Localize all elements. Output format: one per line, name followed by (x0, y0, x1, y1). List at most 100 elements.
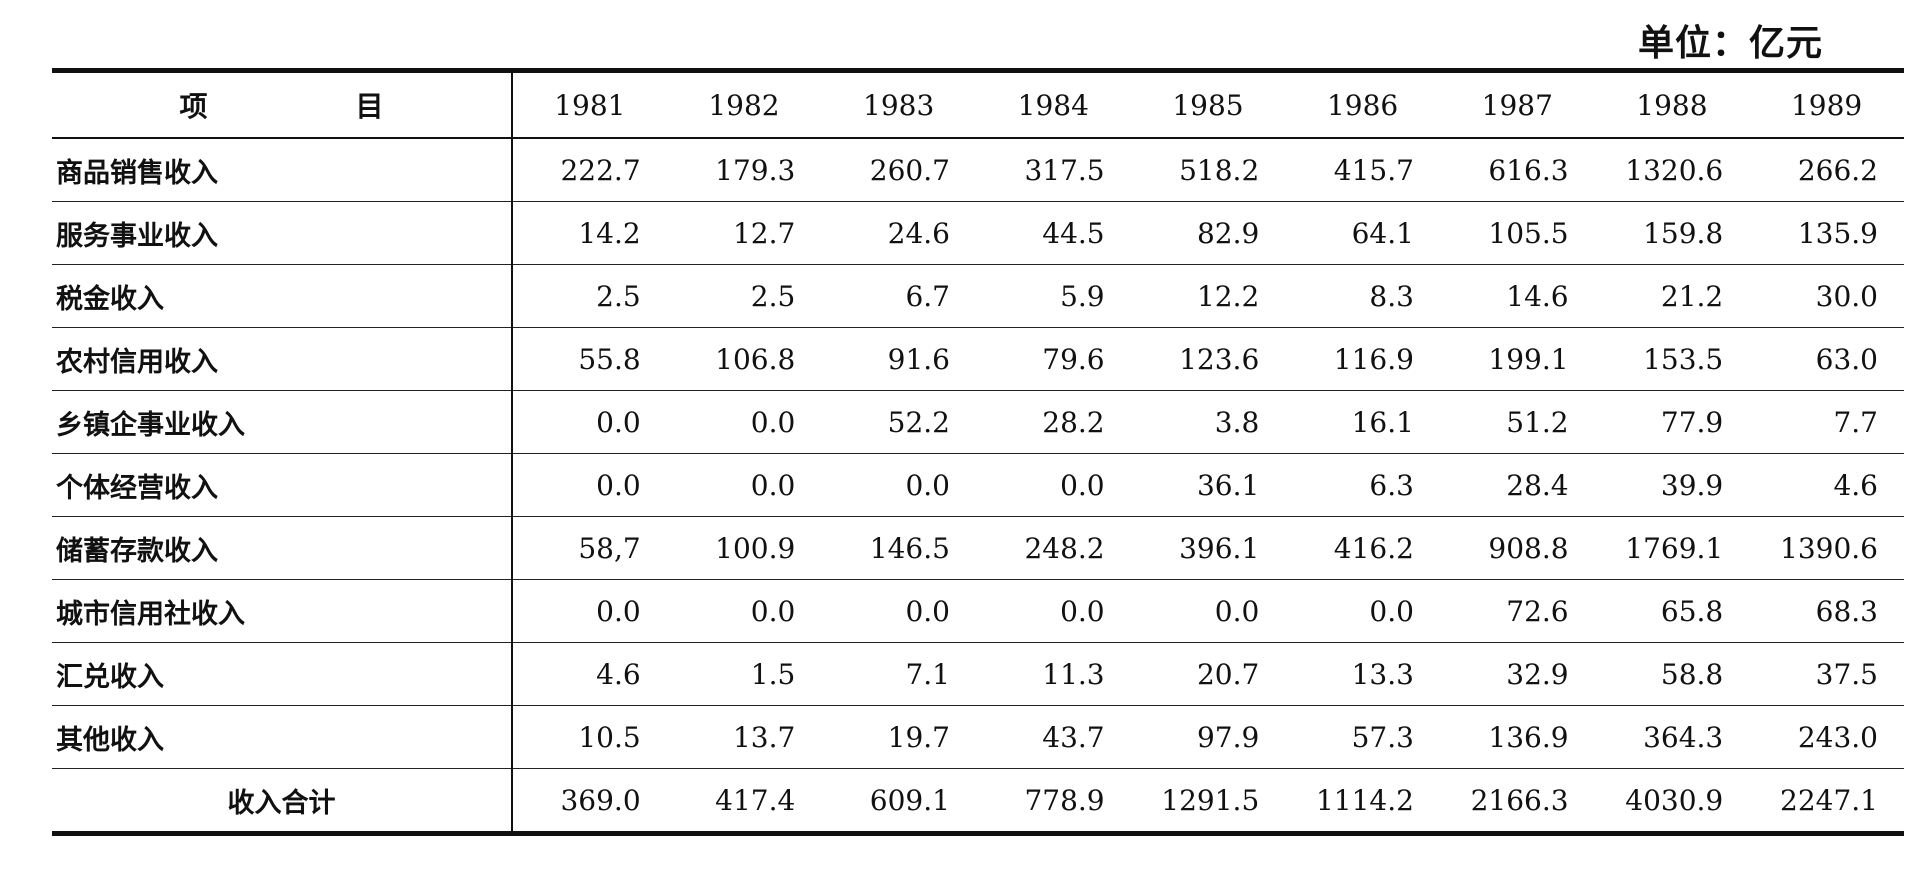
total-label: 收入合计 (52, 768, 513, 834)
header-year: 1984 (1017, 88, 1089, 122)
row-label: 汇兑收入 (52, 642, 513, 706)
cell-value: 0.0 (750, 468, 796, 502)
table-row: 商品销售收入 222.7 179.3 260.7 317.5 518.2 415.7 616.… (52, 138, 1904, 202)
total-value: 369.0 (560, 783, 641, 817)
cell-value: 43.7 (1042, 720, 1105, 754)
cell-value: 199.1 (1488, 342, 1569, 376)
table-row: 储蓄存款收入 58,7 100.9 146.5 248.2 396.1 416.2 908.8… (52, 516, 1904, 580)
row-label: 储蓄存款收入 (52, 516, 513, 580)
row-label: 服务事业收入 (52, 201, 513, 265)
cell-value: 12.2 (1196, 279, 1260, 313)
cell-value: 1320.6 (1625, 153, 1724, 187)
unit-label: 单位：亿元 (1637, 23, 1823, 64)
row-label: 商品销售收入 (52, 138, 513, 202)
table-row: 税金收入 2.5 2.5 6.7 5.9 12.2 8.3 14.6 21.2 30.0 (52, 264, 1904, 328)
cell-value: 72.6 (1506, 594, 1569, 628)
cell-value: 14.6 (1506, 279, 1569, 313)
cell-value: 24.6 (887, 216, 950, 250)
cell-value: 0.0 (596, 468, 641, 502)
cell-value: 64.1 (1351, 216, 1414, 250)
cell-value: 13.7 (732, 720, 796, 754)
cell-value: 179.3 (715, 153, 796, 187)
cell-value: 243.0 (1797, 720, 1878, 754)
header-year: 1989 (1790, 88, 1863, 122)
cell-value: 266.2 (1797, 153, 1878, 187)
total-value: 778.9 (1024, 783, 1105, 817)
header-year: 1981 (554, 88, 626, 122)
cell-value: 28.2 (1042, 405, 1105, 439)
cell-value: 260.7 (869, 153, 950, 187)
cell-value: 159.8 (1643, 216, 1724, 250)
cell-value: 0.0 (750, 405, 796, 439)
row-label: 其他收入 (52, 705, 513, 769)
cell-value: 2.5 (596, 279, 641, 313)
cell-value: 52.2 (887, 405, 950, 439)
cell-value: 317.5 (1024, 153, 1105, 187)
row-label: 税金收入 (52, 264, 513, 328)
cell-value: 30.0 (1815, 279, 1878, 313)
row-label: 城市信用社收入 (52, 579, 513, 643)
cell-value: 518.2 (1179, 153, 1260, 187)
total-value: 2166.3 (1470, 783, 1569, 817)
cell-value: 10.5 (578, 720, 641, 754)
table-row: 服务事业收入 14.2 12.7 24.6 44.5 82.9 64.1 105.5 159.8… (52, 201, 1904, 265)
cell-value: 55.8 (578, 342, 641, 376)
cell-value: 58.8 (1660, 657, 1724, 691)
cell-value: 4.6 (596, 657, 641, 691)
cell-value: 153.5 (1643, 342, 1724, 376)
cell-value: 14.2 (578, 216, 641, 250)
table-row: 个体经营收入 0.0 0.0 0.0 0.0 36.1 6.3 28.4 39.9 4.6 (52, 453, 1904, 517)
cell-value: 39.9 (1660, 468, 1724, 502)
row-label: 个体经营收入 (52, 453, 513, 517)
cell-value: 0.0 (905, 594, 950, 628)
header-item-label: 项 目 (52, 70, 513, 138)
cell-value: 32.9 (1506, 657, 1569, 691)
table-body: 商品销售收入 222.7 179.3 260.7 317.5 518.2 415.7 616.… (52, 138, 1904, 834)
cell-value: 396.1 (1179, 531, 1260, 565)
header-year: 1982 (708, 88, 780, 122)
cell-value: 44.5 (1042, 216, 1105, 250)
total-value: 4030.9 (1625, 783, 1724, 817)
row-label: 农村信用收入 (52, 327, 513, 391)
cell-value: 0.0 (1369, 594, 1414, 628)
cell-value: 146.5 (869, 531, 950, 565)
cell-value: 0.0 (596, 594, 641, 628)
header-year: 1985 (1172, 88, 1244, 122)
cell-value: 248.2 (1024, 531, 1105, 565)
total-value: 1291.5 (1161, 783, 1260, 817)
cell-value: 82.9 (1196, 216, 1260, 250)
cell-value: 58,7 (578, 531, 641, 565)
cell-value: 11.3 (1042, 657, 1105, 691)
header-year: 1987 (1481, 88, 1553, 122)
cell-value: 222.7 (560, 153, 641, 187)
table-row: 乡镇企事业收入 0.0 0.0 52.2 28.2 3.8 16.1 51.2 77.9 7.7 (52, 390, 1904, 454)
cell-value: 77.9 (1660, 405, 1724, 439)
cell-value: 12.7 (732, 216, 796, 250)
cell-value: 1.5 (750, 657, 796, 691)
table-row: 汇兑收入 4.6 1.5 7.1 11.3 20.7 13.3 32.9 58.8 37.5 (52, 642, 1904, 706)
total-value: 2247.1 (1780, 783, 1878, 817)
cell-value: 0.0 (1060, 468, 1105, 502)
cell-value: 51.2 (1506, 405, 1569, 439)
cell-value: 1769.1 (1625, 531, 1724, 565)
cell-value: 6.7 (905, 279, 950, 313)
cell-value: 136.9 (1488, 720, 1569, 754)
cell-value: 0.0 (750, 594, 796, 628)
cell-value: 63.0 (1815, 342, 1878, 376)
cell-value: 13.3 (1351, 657, 1414, 691)
total-row: 收入合计 369.0 417.4 609.1 778.9 1291.5 1114.2 2166… (52, 768, 1904, 834)
cell-value: 16.1 (1351, 405, 1414, 439)
cell-value: 415.7 (1333, 153, 1414, 187)
cell-value: 65.8 (1660, 594, 1724, 628)
income-table-container: 项 目 1981 1982 1983 1984 1985 1986 1987 1988 1989… (52, 68, 1904, 836)
cell-value: 21.2 (1660, 279, 1724, 313)
cell-value: 0.0 (1060, 594, 1105, 628)
cell-value: 6.3 (1369, 468, 1414, 502)
cell-value: 37.5 (1815, 657, 1878, 691)
total-value: 417.4 (715, 783, 796, 817)
cell-value: 68.3 (1815, 594, 1878, 628)
cell-value: 3.8 (1214, 405, 1260, 439)
table-header-row: 项 目 1981 1982 1983 1984 1985 1986 1987 1988 1989 (52, 70, 1904, 138)
cell-value: 19.7 (887, 720, 950, 754)
cell-value: 7.1 (905, 657, 950, 691)
